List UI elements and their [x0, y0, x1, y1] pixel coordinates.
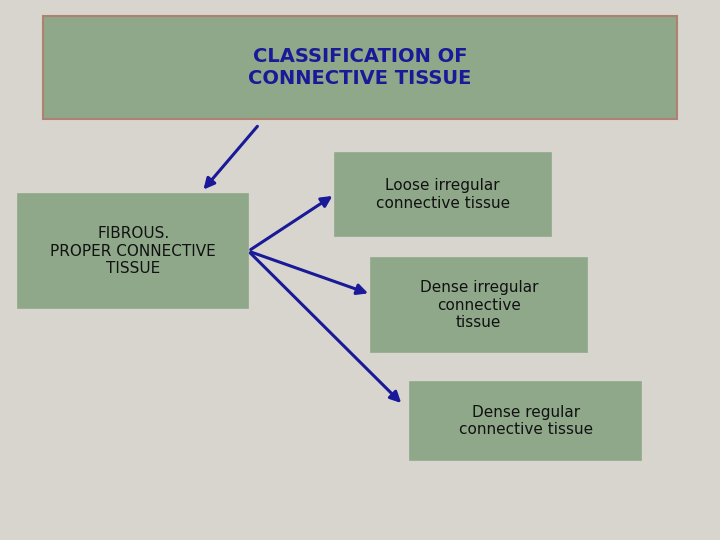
Text: Loose irregular
connective tissue: Loose irregular connective tissue [376, 178, 510, 211]
Text: Dense irregular
connective
tissue: Dense irregular connective tissue [420, 280, 538, 330]
FancyBboxPatch shape [335, 152, 551, 237]
Text: FIBROUS.
PROPER CONNECTIVE
TISSUE: FIBROUS. PROPER CONNECTIVE TISSUE [50, 226, 216, 276]
FancyBboxPatch shape [18, 194, 248, 308]
Text: Dense regular
connective tissue: Dense regular connective tissue [459, 405, 593, 437]
FancyBboxPatch shape [43, 16, 677, 119]
FancyBboxPatch shape [371, 258, 587, 352]
FancyBboxPatch shape [410, 382, 641, 460]
Text: CLASSIFICATION OF
CONNECTIVE TISSUE: CLASSIFICATION OF CONNECTIVE TISSUE [248, 47, 472, 88]
